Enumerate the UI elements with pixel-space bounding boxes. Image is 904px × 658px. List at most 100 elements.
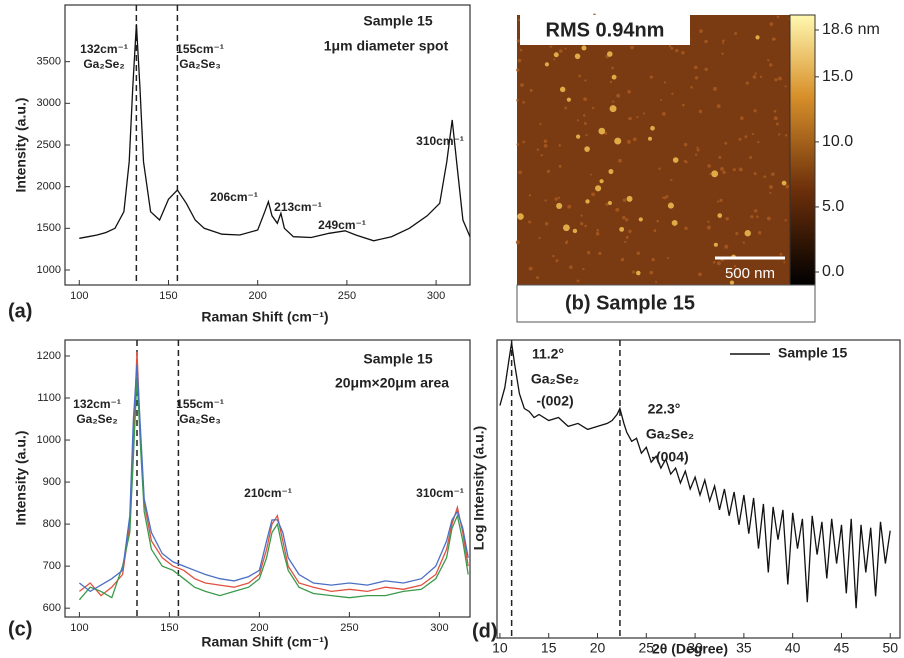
grain (544, 62, 549, 67)
annotation: 22.3° (648, 401, 681, 417)
grain (583, 97, 588, 102)
grain (768, 185, 773, 190)
annotation: 155cm⁻¹ (176, 42, 224, 56)
annotation: 20μm×20μm area (335, 375, 449, 391)
x-axis-label: 2θ (Degree) (652, 641, 728, 657)
grain (612, 100, 615, 103)
grain (768, 63, 773, 67)
image-title: RMS 0.94nm (546, 19, 665, 41)
grain (626, 139, 631, 144)
legend-label: Sample 15 (778, 345, 847, 361)
grain (650, 125, 655, 131)
grain (655, 280, 658, 283)
grain (615, 207, 620, 212)
colorbar-label: 0.0 (822, 263, 844, 280)
grain (517, 213, 524, 220)
grain (763, 175, 767, 179)
grain (763, 274, 766, 277)
grain (616, 93, 621, 98)
grain (611, 74, 617, 80)
grain (558, 49, 563, 53)
grain (536, 148, 540, 151)
grain (668, 44, 672, 48)
grain (517, 58, 522, 63)
grain (543, 139, 548, 143)
grain (759, 75, 763, 79)
grain (718, 155, 722, 159)
grain (649, 75, 653, 79)
grain (649, 270, 654, 275)
x-tick-label: 45 (834, 640, 850, 656)
grain (785, 184, 790, 189)
grain (716, 104, 721, 109)
grain (749, 155, 753, 159)
grain (711, 170, 719, 178)
grain (769, 191, 772, 194)
grain (752, 75, 757, 79)
grain (515, 240, 520, 245)
annotation: Ga₂Se₂ (531, 371, 579, 387)
annotation: -(002) (536, 393, 573, 409)
y-tick-label: 2000 (37, 181, 61, 193)
x-tick-label: 100 (70, 622, 88, 634)
colorbar (789, 14, 816, 286)
grain (520, 83, 524, 87)
grain (517, 18, 521, 22)
grain (651, 258, 655, 262)
grain (662, 112, 666, 116)
grain (653, 229, 657, 232)
annotation: 1μm diameter spot (324, 38, 449, 54)
grain (614, 137, 622, 145)
grain (724, 141, 728, 145)
grain (707, 164, 711, 168)
grain (556, 202, 563, 209)
grain (516, 39, 521, 43)
grain (696, 146, 699, 149)
series-line (499, 342, 891, 609)
grain (778, 133, 781, 136)
y-tick-label: 800 (43, 518, 61, 530)
grain (712, 86, 717, 91)
grain (766, 216, 771, 221)
colorbar-label: 18.6 nm (822, 21, 880, 38)
grain (632, 137, 637, 142)
annotation: Sample 15 (363, 351, 432, 367)
grain (599, 179, 604, 184)
grain (755, 35, 760, 40)
grain (694, 153, 698, 156)
grain (591, 106, 595, 110)
y-tick-label: 1200 (37, 350, 61, 362)
annotation: 11.2° (532, 346, 564, 362)
y-axis-label: Log Intensity (a.u.) (471, 426, 487, 550)
grain (663, 81, 667, 84)
grain (681, 103, 685, 107)
series-line (79, 364, 469, 593)
grain (585, 199, 590, 204)
grain (622, 198, 627, 202)
grain (567, 204, 572, 209)
grain (738, 137, 742, 141)
grain (528, 220, 532, 224)
grain (607, 51, 613, 57)
grain (719, 198, 723, 202)
x-tick-label: 200 (250, 622, 268, 634)
grain (578, 74, 582, 78)
grain (580, 214, 583, 217)
scale-bar-label: 500 nm (725, 265, 775, 282)
grain (618, 158, 622, 163)
annotation: 210cm⁻¹ (244, 486, 292, 500)
grain (572, 228, 578, 234)
grain (638, 217, 643, 222)
grain (704, 39, 708, 44)
grain (566, 97, 571, 102)
annotation: 310cm⁻¹ (416, 134, 464, 148)
grain (576, 119, 579, 122)
x-tick-label: 20 (590, 640, 606, 656)
y-tick-label: 1000 (37, 434, 61, 446)
grain (628, 229, 632, 234)
grain (735, 232, 739, 236)
grain (558, 164, 562, 168)
annotation: -(004) (651, 449, 688, 465)
x-tick-label: 50 (882, 640, 898, 656)
grain (672, 157, 679, 163)
